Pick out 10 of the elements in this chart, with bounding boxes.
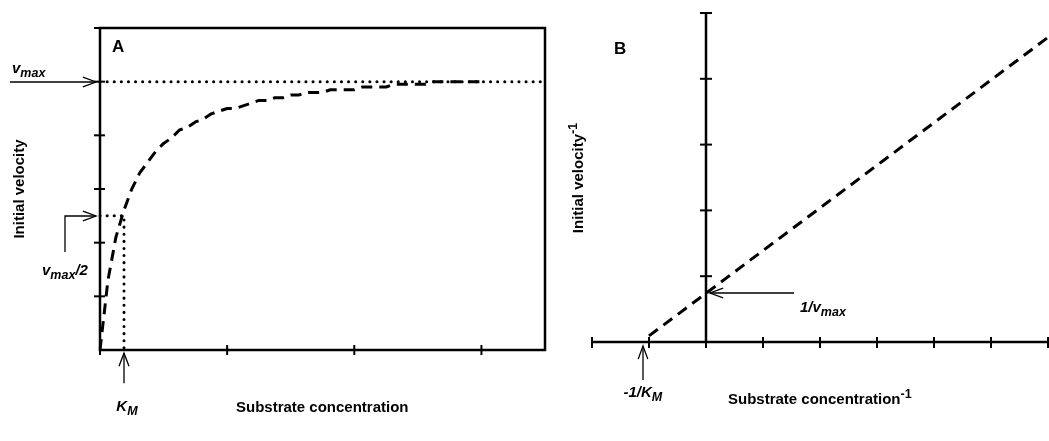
text: K$_{M}$ <box>116 397 138 419</box>
text: v$_{max}$/2 <box>42 260 88 283</box>
y-axis-title: Initial velocity <box>9 139 27 239</box>
chart-title: A <box>112 37 125 56</box>
x-axis-title: Substrate concentration$^{-1}$ <box>728 387 912 407</box>
ref-line-label: v$_{max}$ <box>12 58 46 81</box>
annotation: 1/v$_{max}$ <box>800 298 846 320</box>
chart-title: B <box>614 39 627 58</box>
x-axis-title: Substrate concentration <box>236 398 409 415</box>
text: -1/K$_{M}$ <box>623 383 663 405</box>
